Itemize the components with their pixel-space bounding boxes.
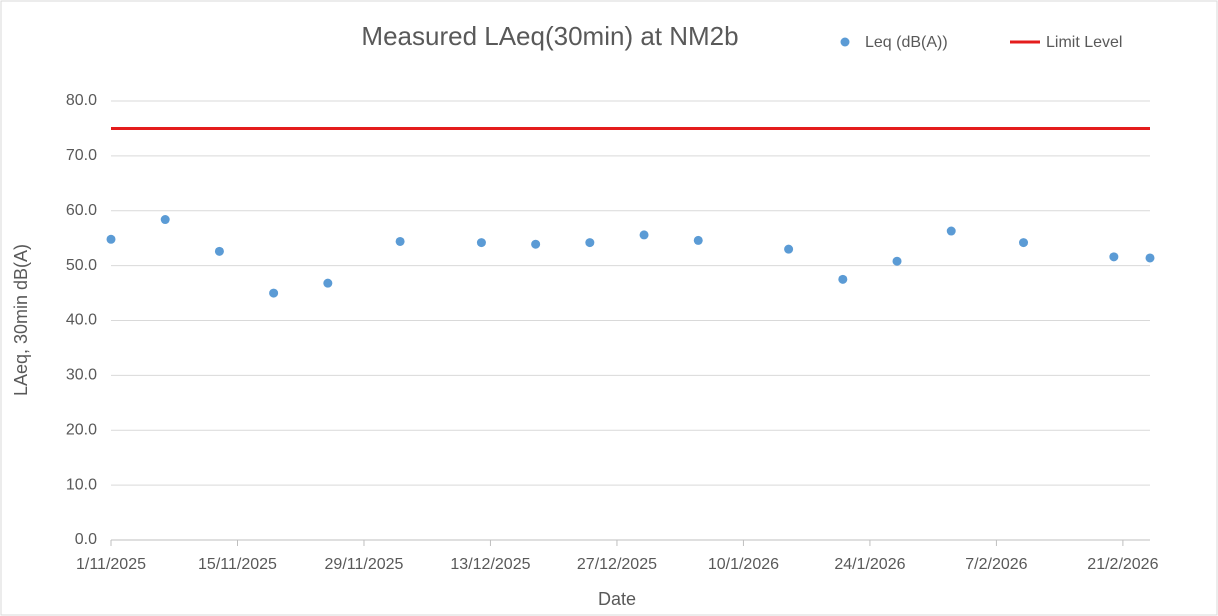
point	[214, 246, 224, 256]
point	[639, 230, 649, 240]
point	[585, 238, 595, 248]
legend-label: Leq (dB(A))	[865, 34, 948, 51]
x-tick-label: 10/1/2026	[708, 556, 779, 573]
x-tick-label: 21/2/2026	[1087, 556, 1158, 573]
legend-label: Limit Level	[1046, 34, 1122, 51]
point	[1109, 252, 1119, 262]
point	[1145, 253, 1155, 263]
point	[323, 278, 333, 288]
y-tick-label: 60.0	[66, 202, 97, 219]
point	[269, 288, 279, 298]
x-tick-label: 13/12/2025	[450, 556, 530, 573]
y-tick-label: 70.0	[66, 147, 97, 164]
point	[395, 236, 405, 246]
y-tick-label: 30.0	[66, 367, 97, 384]
point	[838, 274, 848, 284]
y-tick-label: 0.0	[75, 531, 97, 548]
point	[892, 256, 902, 266]
y-tick-label: 40.0	[66, 312, 97, 329]
y-tick-label: 10.0	[66, 476, 97, 493]
y-tick-label: 80.0	[66, 92, 97, 109]
point	[693, 235, 703, 245]
x-tick-label: 24/1/2026	[834, 556, 905, 573]
point	[160, 215, 170, 225]
x-tick-label: 1/11/2025	[76, 556, 146, 573]
x-tick-label: 15/11/2025	[198, 556, 277, 573]
x-axis-label: Date	[598, 589, 636, 609]
point	[531, 239, 541, 249]
y-tick-label: 20.0	[66, 421, 97, 438]
y-tick-label: 50.0	[66, 257, 97, 274]
legend-marker	[840, 37, 850, 47]
y-axis-label: LAeq, 30min dB(A)	[11, 244, 31, 396]
x-tick-label: 27/12/2025	[577, 556, 657, 573]
x-tick-label: 7/2/2026	[965, 556, 1027, 573]
point	[946, 226, 956, 236]
point	[784, 244, 794, 254]
point	[1019, 238, 1029, 248]
point	[106, 234, 116, 244]
chart-title: Measured LAeq(30min) at NM2b	[361, 21, 738, 51]
x-tick-label: 29/11/2025	[325, 556, 404, 573]
point	[476, 238, 486, 248]
